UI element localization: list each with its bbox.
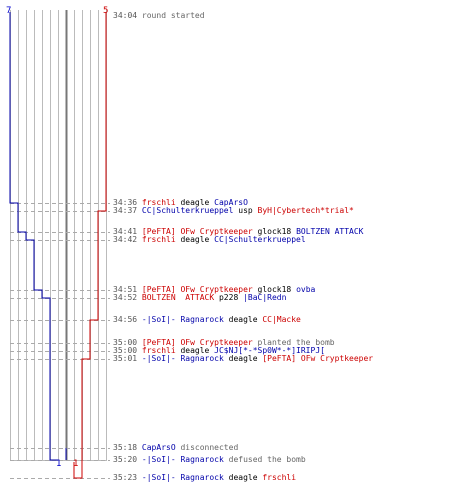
event-row: 35:23 -|SoI|- Ragnarock deagle frschli xyxy=(113,473,296,483)
event-timestamp: 35:00 xyxy=(113,338,138,347)
event-action: disconnected xyxy=(175,443,239,452)
event-player: -|SoI|- Ragnarock xyxy=(141,473,224,482)
event-player: -|SoI|- Ragnarock xyxy=(141,315,224,324)
event-row: 34:41 [PeFTA] OFw Cryptkeeper glock18 BO… xyxy=(113,227,364,237)
event-action: round started xyxy=(141,11,205,20)
event-player: ovba xyxy=(296,285,316,294)
event-player: CC|Schulterkrueppel xyxy=(141,206,234,215)
event-player: CapArsO xyxy=(214,198,248,207)
event-weapon: glock18 xyxy=(252,227,297,236)
event-row: 34:36 frschli deagle CapArsO xyxy=(113,198,248,208)
event-player: frschli xyxy=(141,235,176,244)
event-player: -|SoI|- Ragnarock xyxy=(141,354,224,363)
event-player: frschli xyxy=(141,198,176,207)
team-a-alive-line xyxy=(9,12,58,461)
event-timestamp: 35:23 xyxy=(113,473,138,482)
event-row: 35:20 -|SoI|- Ragnarock defused the bomb xyxy=(113,455,306,465)
event-timestamp: 34:42 xyxy=(113,235,138,244)
event-weapon: deagle xyxy=(175,235,215,244)
team-b-start-count: 5 xyxy=(103,6,109,16)
event-player: |BaC|Redn xyxy=(243,293,287,302)
event-row: 35:01 -|SoI|- Ragnarock deagle [PeFTA] O… xyxy=(113,354,373,364)
event-timestamp: 35:00 xyxy=(113,346,138,355)
event-player: BOLTZEN ATTACK xyxy=(296,227,364,236)
event-player: BOLTZEN ATTACK xyxy=(141,293,215,302)
event-weapon: p228 xyxy=(214,293,244,302)
event-timestamp: 35:20 xyxy=(113,455,138,464)
event-player: ByH|Cybertech*trial* xyxy=(257,206,354,215)
event-timestamp: 35:01 xyxy=(113,354,138,363)
event-player: CC|Macke xyxy=(262,315,301,324)
event-timestamp: 34:37 xyxy=(113,206,138,215)
event-row: 34:51 [PeFTA] OFw Cryptkeeper glock18 ov… xyxy=(113,285,315,295)
event-player: [PeFTA] OFw Cryptkeeper xyxy=(141,338,253,347)
event-row: 35:00 [PeFTA] OFw Cryptkeeper planted th… xyxy=(113,338,335,348)
event-row: 34:04 round started xyxy=(113,11,205,21)
event-weapon: deagle xyxy=(175,198,215,207)
event-weapon: deagle xyxy=(223,315,263,324)
event-player: JC$NJ[*-*Sp0W*-*]IRIPJ[ xyxy=(214,346,325,355)
event-weapon: deagle xyxy=(175,346,215,355)
event-weapon: glock18 xyxy=(252,285,297,294)
alive-count-lines xyxy=(9,12,107,479)
event-row: 34:56 -|SoI|- Ragnarock deagle CC|Macke xyxy=(113,315,301,325)
event-weapon: deagle xyxy=(223,354,263,363)
team-b-end-count: 1 xyxy=(73,459,79,469)
event-player: [PeFTA] OFw Cryptkeeper xyxy=(262,354,374,363)
event-player: [PeFTA] OFw Cryptkeeper xyxy=(141,227,253,236)
event-row: 34:52 BOLTZEN ATTACK p228 |BaC|Redn xyxy=(113,293,286,303)
event-row: 35:18 CapArsO disconnected xyxy=(113,443,238,453)
event-player: -|SoI|- Ragnarock xyxy=(141,455,224,464)
event-player: [PeFTA] OFw Cryptkeeper xyxy=(141,285,253,294)
event-timestamp: 34:36 xyxy=(113,198,138,207)
event-player: frschli xyxy=(141,346,176,355)
event-action: defused the bomb xyxy=(223,455,306,464)
timeline-grid xyxy=(10,10,110,479)
event-timestamp: 34:52 xyxy=(113,293,138,302)
event-row: 35:00 frschli deagle JC$NJ[*-*Sp0W*-*]IR… xyxy=(113,346,325,356)
event-timestamp: 34:51 xyxy=(113,285,138,294)
event-row: 34:42 frschli deagle CC|Schulterkrueppel xyxy=(113,235,306,245)
event-timestamp: 34:04 xyxy=(113,11,138,20)
event-player: frschli xyxy=(262,473,297,482)
event-timestamp: 34:56 xyxy=(113,315,138,324)
event-weapon: usp xyxy=(233,206,258,215)
team-a-end-count: 1 xyxy=(56,459,62,469)
event-player: CapArsO xyxy=(141,443,176,452)
event-timestamp: 35:18 xyxy=(113,443,138,452)
event-weapon: deagle xyxy=(223,473,263,482)
team-a-start-count: 7 xyxy=(6,6,12,16)
event-player: CC|Schulterkrueppel xyxy=(214,235,306,244)
team-b-alive-line xyxy=(73,12,107,479)
event-action: planted the bomb xyxy=(252,338,335,347)
event-timestamp: 34:41 xyxy=(113,227,138,236)
event-row: 34:37 CC|Schulterkrueppel usp ByH|Cybert… xyxy=(113,206,354,216)
